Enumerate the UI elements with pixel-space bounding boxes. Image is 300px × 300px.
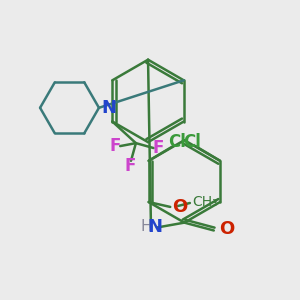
Text: F: F [110,137,121,155]
Text: N: N [147,218,162,236]
Text: O: O [172,198,188,216]
Text: Cl: Cl [183,133,200,151]
Text: Cl: Cl [168,133,186,151]
Text: CH₃: CH₃ [192,195,218,209]
Text: N: N [101,99,116,117]
Text: O: O [219,220,234,238]
Text: F: F [124,157,136,175]
Text: F: F [153,139,164,157]
Text: H: H [140,219,152,234]
